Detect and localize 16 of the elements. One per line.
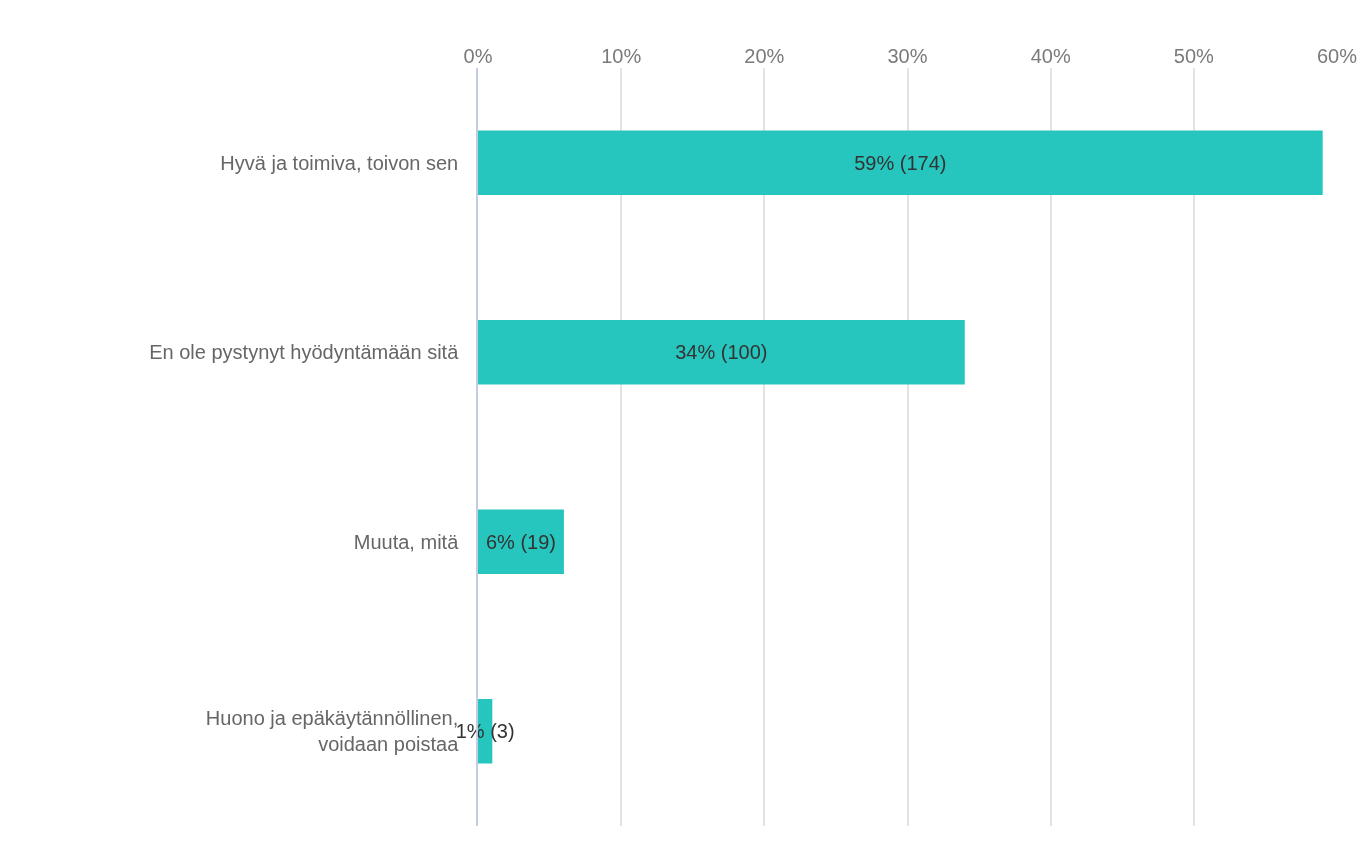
x-tick-label: 60% xyxy=(1316,45,1358,67)
x-tick-label: 0% xyxy=(463,45,493,67)
data-label: 6% (19) xyxy=(485,530,556,553)
x-tick-label: 30% xyxy=(887,45,928,67)
x-tick-label: 40% xyxy=(1030,45,1071,67)
data-label: 34% (100) xyxy=(675,341,768,364)
y-tick-label: Muuta, mitä xyxy=(353,530,460,553)
bar xyxy=(478,320,965,385)
bar xyxy=(478,130,1323,195)
y-tick-label: En ole pystynyt hyödyntämään sitä xyxy=(149,341,460,364)
x-tick-label: 50% xyxy=(1173,45,1215,67)
bar xyxy=(478,509,564,574)
y-tick-label: Hyvä ja toimiva, toivon sen xyxy=(220,151,459,174)
data-label: 59% (174) xyxy=(854,151,947,174)
x-tick-label: 20% xyxy=(744,45,785,67)
x-tick-label: 10% xyxy=(601,45,642,67)
